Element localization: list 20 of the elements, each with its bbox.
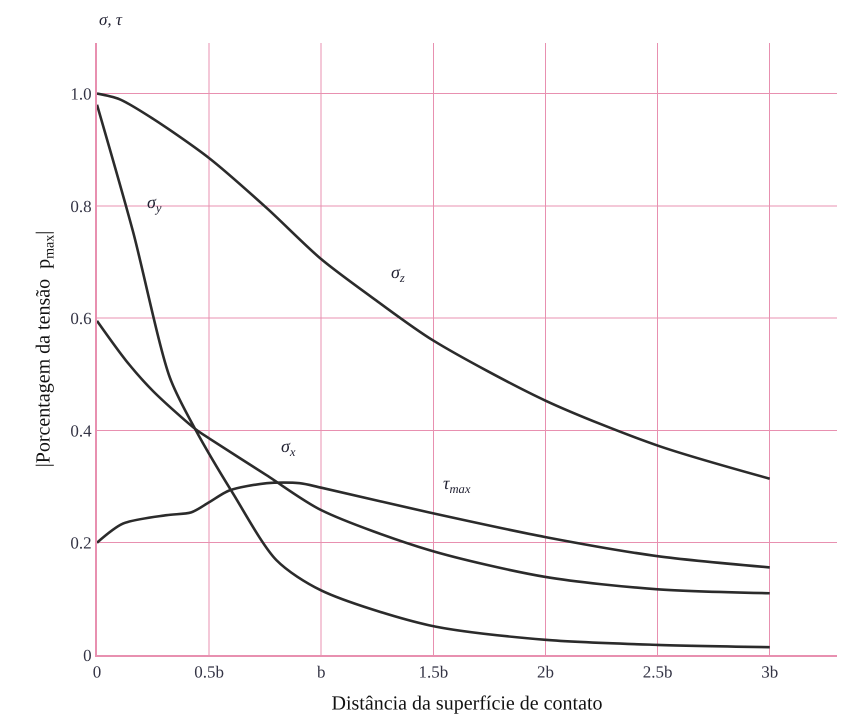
- x-tick-label: 2b: [536, 662, 554, 682]
- y-tick-label: 1.0: [70, 84, 92, 104]
- x-tick-label: 1.5b: [418, 662, 448, 682]
- annotation: σ$_{y}$: [147, 192, 162, 215]
- x-tick-label: 3b: [761, 662, 778, 682]
- x-tick-label: b: [316, 662, 326, 682]
- y-tick-label: 0.8: [70, 196, 92, 216]
- x-tick-label: 0.5b: [194, 662, 224, 682]
- y-tick-label: 0.2: [70, 534, 92, 553]
- annotation: σ$_{z}$: [391, 262, 405, 285]
- y-tick-label: 0.4: [70, 421, 92, 440]
- annotation: σ$_{x}$: [281, 436, 296, 459]
- text: σ, τ: [99, 10, 123, 29]
- x-tick-label: 2.5b: [642, 662, 672, 682]
- y-tick-label: 0: [83, 646, 92, 665]
- line-series: [97, 103, 772, 648]
- y-tick-label: 0.6: [70, 309, 92, 328]
- annotation: τ$_{max}$: [443, 473, 471, 496]
- line-series: [97, 92, 772, 480]
- x-axis-title: Distância da superfície de contato: [332, 692, 602, 714]
